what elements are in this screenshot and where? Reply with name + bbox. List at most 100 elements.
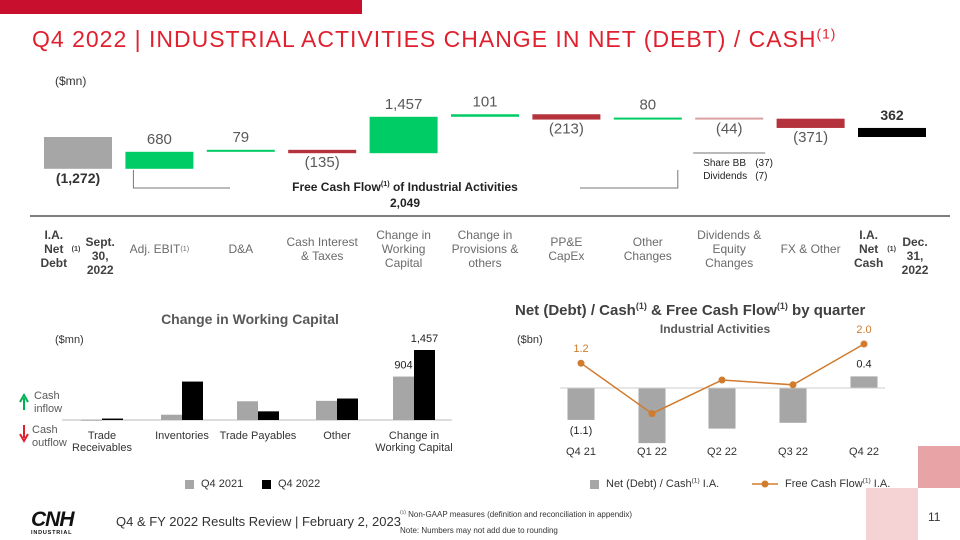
category-label: D&A: [228, 242, 254, 256]
line-point: [648, 410, 656, 418]
bar: [708, 388, 736, 429]
slide-title: Q4 2022 | INDUSTRIAL ACTIVITIES CHANGE I…: [32, 26, 837, 52]
legend-label: Q4 2021: [201, 478, 244, 490]
bar: [850, 376, 878, 388]
value-label: 0.4: [856, 358, 871, 370]
bar: [414, 350, 435, 420]
legend-swatch: [590, 480, 599, 489]
category-label: Adj. EBIT (1): [129, 242, 190, 256]
line-point: [718, 376, 726, 384]
bracket-title: Free Cash Flow(1) of Industrial Activiti…: [230, 180, 580, 194]
category-label: Change in Working Capital: [376, 228, 431, 270]
unit-label: ($bn): [517, 334, 543, 346]
line-point: [577, 359, 585, 367]
breakdown-name: Dividends: [703, 171, 748, 182]
unit-label: ($mn): [55, 334, 84, 346]
bar: [161, 414, 182, 420]
unit-label: ($mn): [55, 74, 87, 88]
value-label: (44): [716, 121, 743, 138]
x-tick-label: Q1 22: [637, 446, 667, 458]
outflow-arrow: [19, 425, 29, 444]
bar: [258, 411, 279, 420]
category-label: Other: [323, 430, 351, 442]
bar: [182, 381, 203, 420]
chart-title: Net (Debt) / Cash(1) & Free Cash Flow(1)…: [515, 301, 866, 320]
page-number: 11: [928, 510, 941, 524]
footer-text: Q4 & FY 2022 Results Review | February 2…: [116, 514, 401, 529]
category-label: I.A. Net Cash (1) Dec. 31, 2022: [853, 228, 929, 277]
bar: [44, 137, 112, 169]
value-label: 79: [232, 129, 249, 146]
bar: [393, 376, 414, 420]
breakdown-name: Share BB: [703, 158, 746, 169]
square: [866, 488, 918, 540]
legend-label: Net (Debt) / Cash(1) I.A.: [606, 477, 720, 490]
bar: [288, 149, 357, 154]
category-label: Trade Payables: [219, 430, 297, 442]
line-point: [860, 340, 868, 348]
value-label: 680: [147, 131, 172, 148]
x-tick-label: Q3 22: [778, 446, 808, 458]
logo: CNH: [31, 508, 74, 531]
value-label: 101: [472, 93, 497, 110]
category-label: Dividends & Equity Changes: [697, 228, 762, 270]
square: [918, 446, 960, 488]
bar: [369, 116, 438, 154]
line-point: [789, 381, 797, 389]
breakdown-value: (7): [755, 171, 768, 182]
value-label: (213): [549, 121, 584, 138]
bar: [237, 401, 258, 420]
top-bar: [0, 0, 362, 14]
legend-swatch: [185, 480, 194, 489]
bar: [316, 400, 337, 420]
bar: [532, 114, 601, 120]
chart-title: Change in Working Capital: [161, 311, 339, 327]
bar: [567, 388, 595, 420]
legend-point: [761, 480, 769, 488]
category-label: Change in Provisions & others: [451, 228, 519, 270]
bar: [776, 118, 845, 128]
bar: [337, 398, 358, 420]
bar: [858, 127, 926, 137]
value-label: 1,457: [385, 96, 423, 113]
bracket-value: 2,049: [389, 196, 421, 210]
bar: [125, 151, 194, 169]
value-label: (1,272): [56, 170, 100, 186]
value-label: (135): [305, 154, 340, 171]
breakdown-value: (37): [755, 158, 773, 169]
footnote: (1) Non-GAAP measures (definition and re…: [400, 510, 633, 519]
value-label: 1,457: [411, 333, 439, 345]
bar: [613, 117, 682, 120]
logo-sub: INDUSTRIAL: [31, 530, 73, 536]
footnote: Note: Numbers may not add due to roundin…: [400, 526, 558, 535]
annotation: Cash outflow: [32, 424, 67, 449]
bar: [206, 149, 275, 152]
bar: [695, 117, 764, 120]
category-label: I.A. Net Debt (1) Sept. 30, 2022: [40, 228, 115, 277]
value-label: 2.0: [856, 324, 871, 336]
chart-subtitle: Industrial Activities: [659, 322, 771, 336]
value-label: 362: [880, 107, 904, 123]
value-label: (371): [793, 129, 828, 146]
value-label: 1.2: [573, 343, 588, 355]
legend-label: Free Cash Flow(1) I.A.: [785, 477, 891, 490]
x-tick-label: Q4 22: [849, 446, 879, 458]
category-label: Cash Interest & Taxes: [286, 235, 358, 263]
category-label: Other Changes: [623, 235, 672, 263]
category-label: FX & Other: [780, 242, 841, 256]
inflow-arrow: [19, 392, 29, 410]
bar: [102, 418, 123, 420]
bar: [779, 388, 807, 423]
category-label: Change in Working Capital: [375, 430, 453, 454]
value-label: 80: [639, 97, 656, 114]
legend-label: Q4 2022: [278, 478, 321, 490]
category-label: Trade Receivables: [72, 430, 132, 454]
category-label: PP&E CapEx: [548, 235, 585, 263]
bar: [451, 114, 519, 117]
legend-swatch: [262, 480, 271, 489]
value-label: (1.1): [570, 425, 593, 437]
category-label: Inventories: [155, 430, 209, 442]
bar: [81, 419, 102, 421]
